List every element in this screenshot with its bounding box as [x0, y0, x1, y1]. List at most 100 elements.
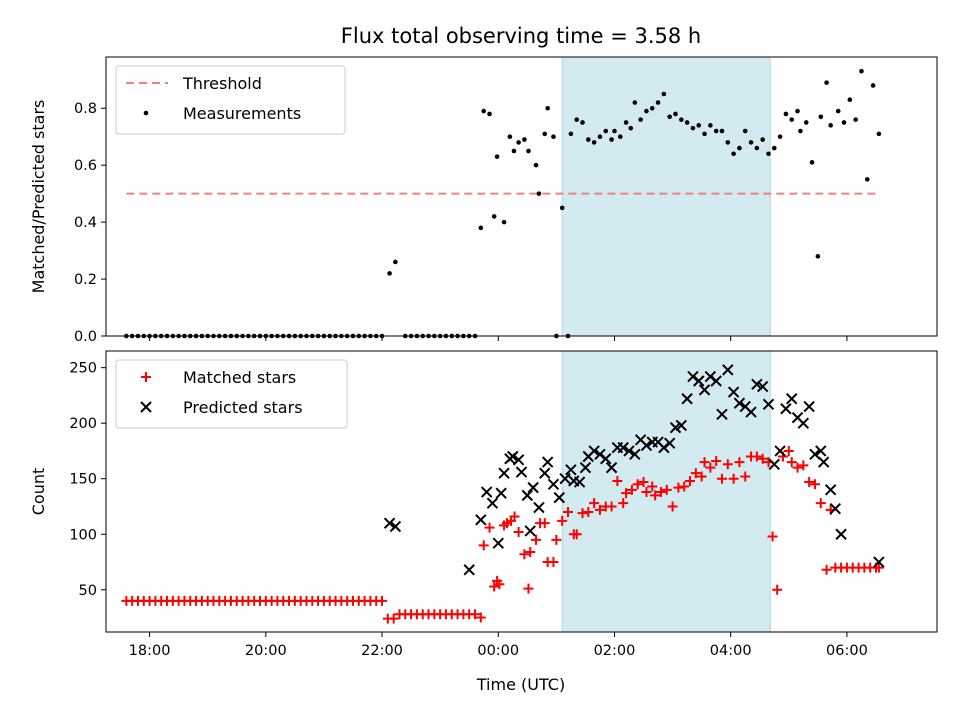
matched-point [751, 451, 762, 462]
predicted-point [756, 380, 769, 393]
predicted-point [824, 484, 837, 496]
measurement-point [713, 128, 719, 134]
predicted-point [663, 437, 676, 449]
predicted-point [716, 408, 728, 421]
predicted-point [565, 464, 577, 476]
measurement-point [586, 137, 591, 142]
legend-box [115, 359, 348, 429]
y-tick-label: 0.0 [74, 329, 97, 345]
measurement-point [841, 120, 847, 125]
bottom-axes-frame [105, 350, 938, 633]
measurement-point [516, 140, 521, 145]
matched-point [577, 508, 588, 519]
measurement-point [789, 117, 795, 122]
predicted-point [817, 456, 830, 468]
measurement-point [679, 117, 684, 122]
top-legend: Threshold Measurements [115, 65, 346, 135]
matched-point [589, 498, 600, 509]
predicted-point [507, 450, 519, 463]
measurement-point [574, 117, 580, 122]
predicted-point [835, 528, 847, 540]
matched-point [734, 457, 745, 468]
predicted-point [629, 448, 641, 460]
matched-point [519, 549, 530, 560]
x-tick-label: 00:00 [477, 643, 519, 659]
y-tick-label: 250 [69, 361, 97, 377]
matched-point [647, 481, 658, 492]
predicted-point [780, 403, 792, 415]
measurement-point [536, 191, 542, 196]
predicted-point [383, 517, 396, 529]
measurement-point [501, 219, 507, 225]
bottom-panel: 50 100 150 200 250 18:00 20:00 22:00 00:00 02:00 0… [29, 350, 938, 659]
legend-label: Threshold [182, 74, 262, 93]
top-observing-span [561, 56, 771, 337]
matched-point [594, 504, 605, 515]
measurement-point [853, 117, 858, 122]
matched-point [667, 501, 678, 512]
measurement-point [809, 160, 815, 165]
top-panel: 0.0 0.2 0.4 0.6 0.8 Matched/Predicted stars Th… [29, 56, 938, 345]
measurement-point [511, 148, 517, 154]
measurement-point [708, 123, 713, 128]
matched-point [685, 475, 696, 486]
measurement-point [545, 105, 550, 111]
measurement-point [803, 120, 809, 125]
predicted-point [559, 473, 571, 485]
measurement-point [731, 151, 736, 157]
predicted-point [495, 487, 507, 499]
legend-label: Measurements [183, 104, 301, 123]
predicted-point [573, 476, 586, 488]
matched-point [696, 471, 707, 482]
predicted-point [873, 556, 885, 568]
predicted-point [693, 375, 705, 387]
predicted-point [553, 491, 565, 504]
x-axis-label: Time (UTC) [476, 675, 565, 694]
measurement-point [661, 91, 667, 97]
matched-point [772, 584, 783, 595]
predicted-point [480, 486, 493, 498]
matched-point [638, 477, 649, 488]
measurement-point [760, 137, 765, 142]
x-tick-label: 20:00 [245, 643, 287, 659]
measurement-point [632, 100, 638, 105]
measurement-point [754, 145, 760, 151]
matched-point [484, 522, 495, 533]
matched-point [757, 453, 768, 464]
matched-point [650, 490, 661, 501]
measurement-point [876, 131, 882, 137]
measurement-point [719, 128, 725, 134]
predicted-point [475, 514, 487, 526]
matched-point [618, 498, 629, 509]
measurement-point [522, 137, 527, 142]
predicted-point [640, 439, 653, 452]
predicted-point [547, 478, 560, 490]
measurement-point [617, 134, 623, 140]
measurement-point [667, 114, 672, 120]
predicted-point [710, 375, 722, 387]
matched-point [821, 564, 832, 575]
measurement-point [491, 214, 497, 219]
predicted-point [539, 467, 551, 479]
predicted-point [492, 537, 504, 549]
matched-point [783, 445, 794, 456]
measurement-point [481, 108, 487, 114]
matched-point [661, 484, 672, 495]
measurement-point [859, 68, 864, 74]
matched-point [551, 534, 562, 545]
measurement-point [783, 111, 789, 117]
matched-point [562, 507, 573, 518]
matched-point [626, 484, 637, 495]
matched-point [716, 473, 727, 484]
predicted-point [617, 441, 629, 454]
predicted-point [486, 497, 499, 509]
matched-point [679, 481, 690, 492]
bottom-y-axis-label: Count [29, 468, 48, 516]
matched-point [583, 507, 594, 518]
predicted-point [524, 525, 536, 537]
measurement-point [542, 131, 548, 137]
matched-point [690, 468, 701, 479]
measurement-point [580, 120, 585, 125]
